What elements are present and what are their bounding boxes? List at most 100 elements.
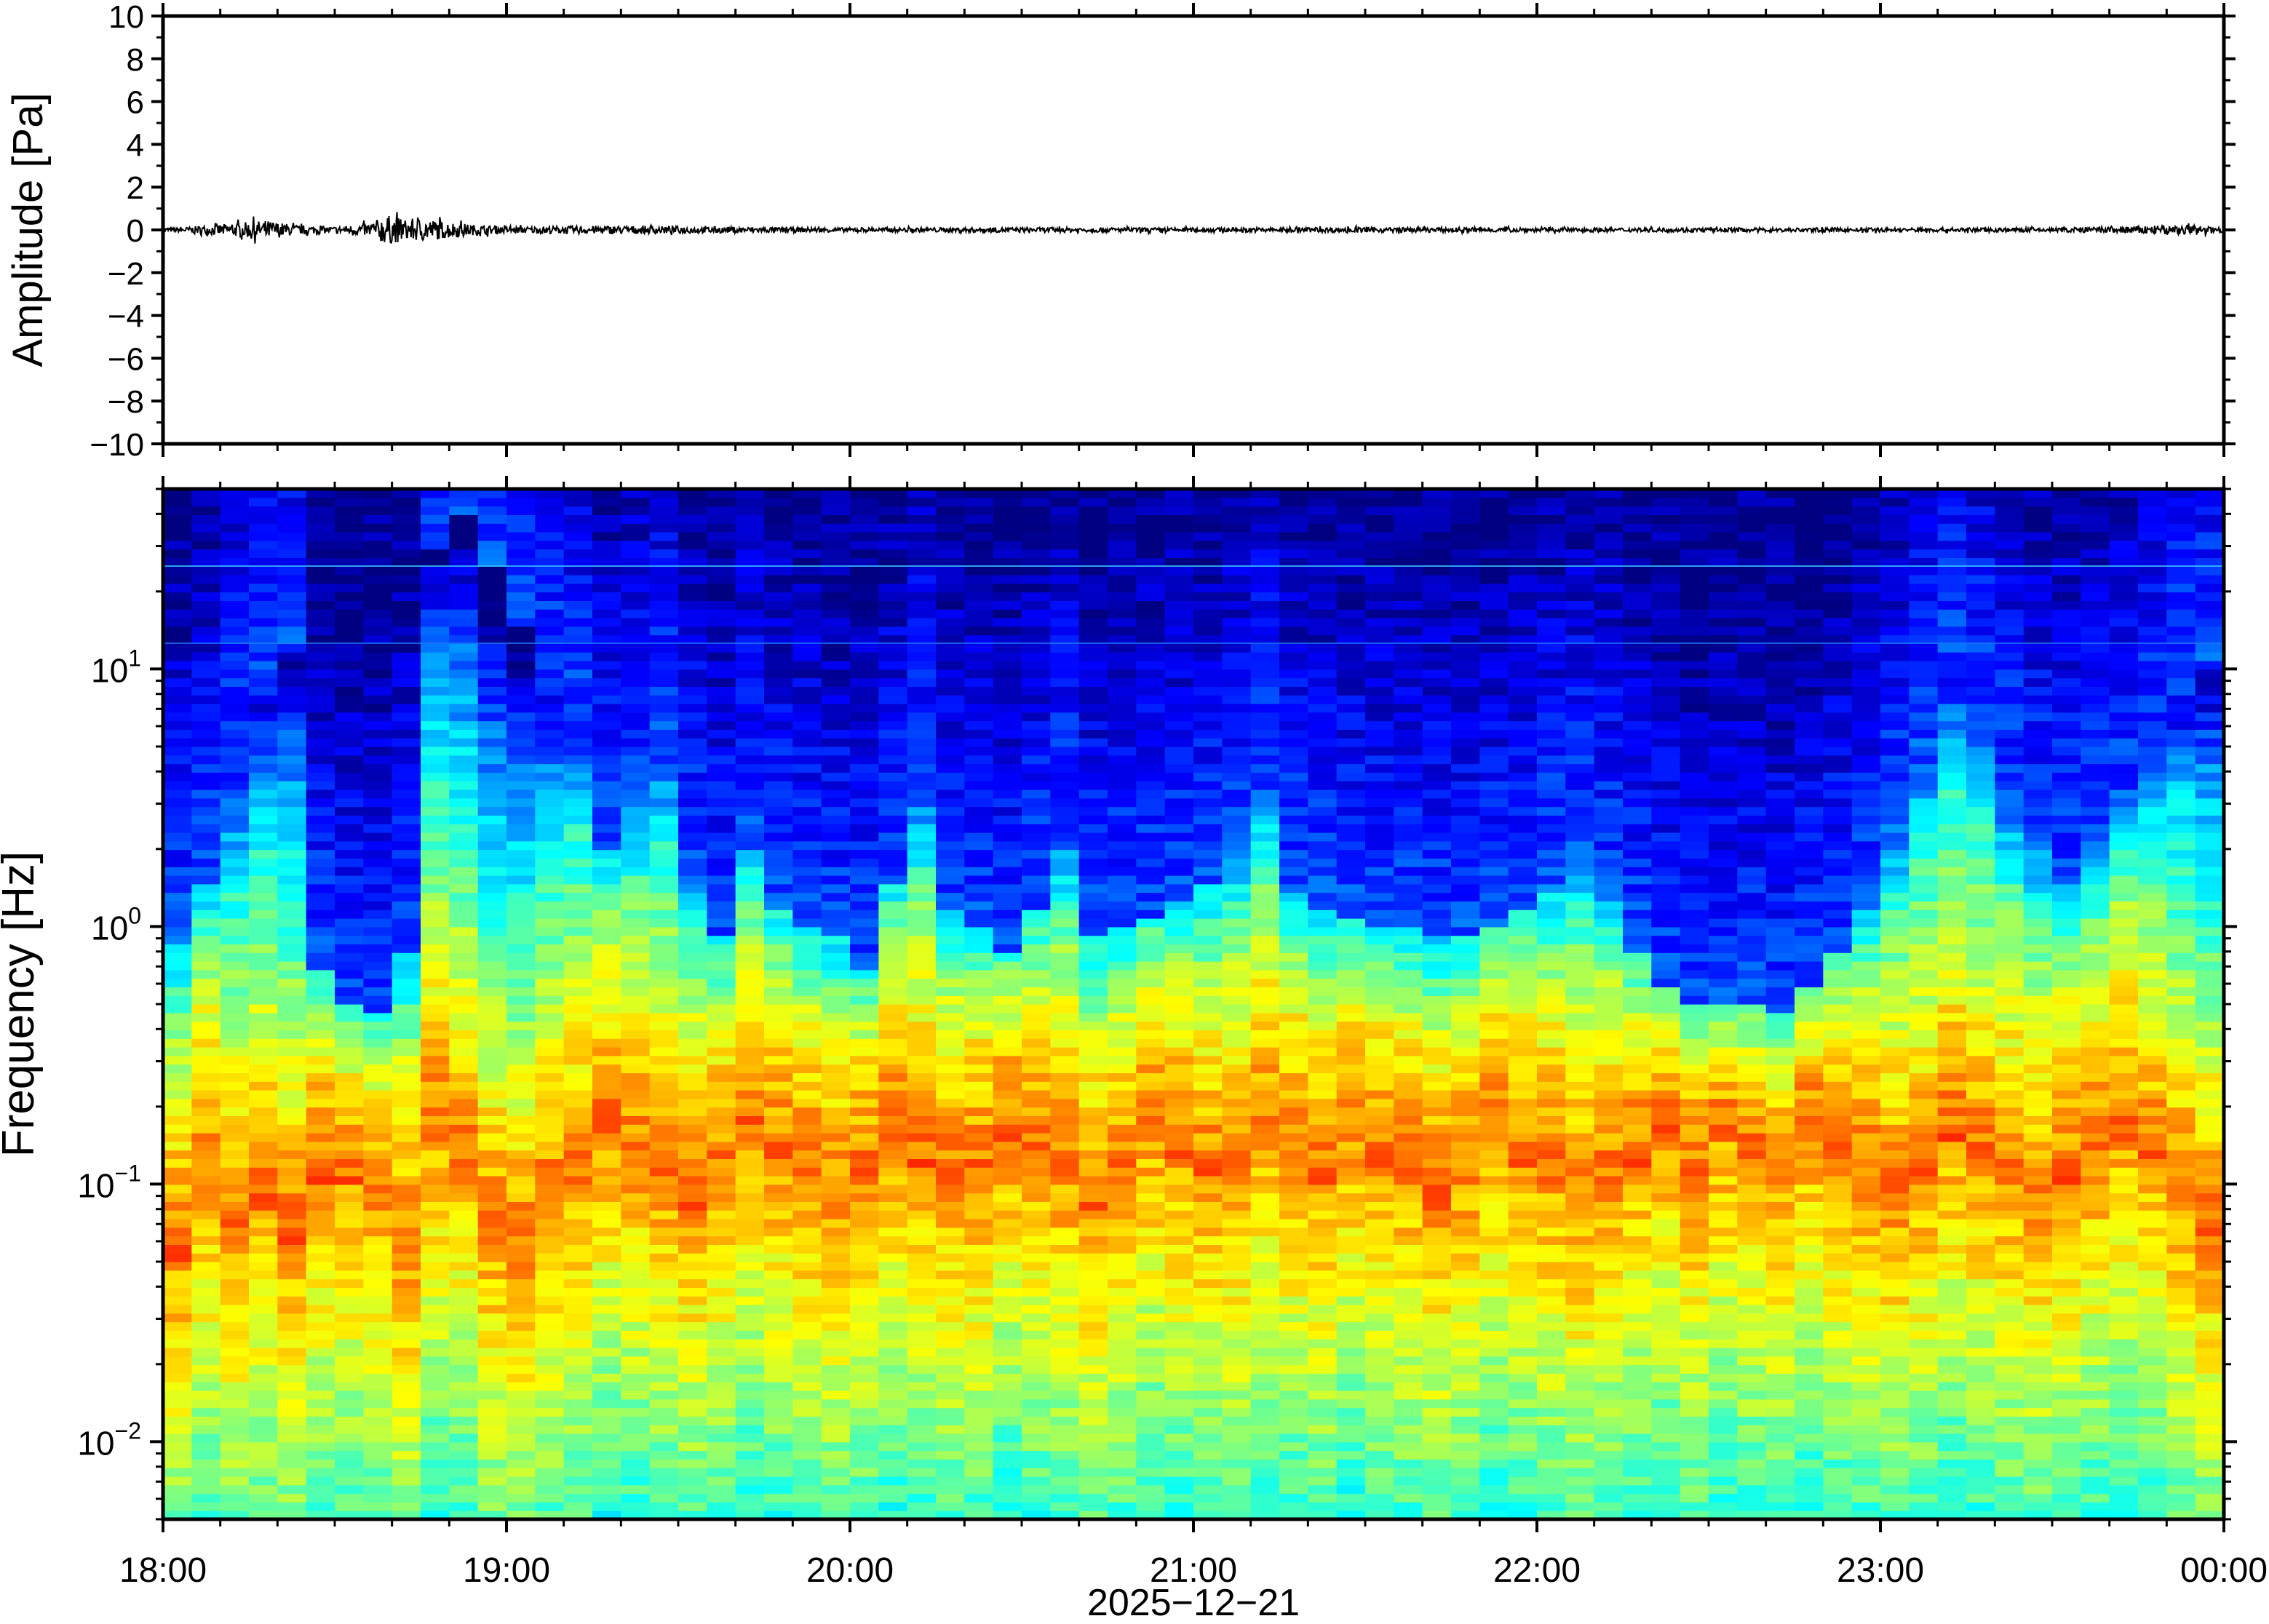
spectrogram-cell <box>220 1004 250 1014</box>
spectrogram-cell <box>878 1321 908 1331</box>
spectrogram-cell <box>592 540 621 550</box>
spectrogram-cell <box>1108 1356 1137 1366</box>
spectrogram-cell <box>1222 1064 1252 1073</box>
spectrogram-cell <box>363 747 393 756</box>
spectrogram-cell <box>764 935 793 944</box>
spectrogram-cell <box>907 1098 937 1108</box>
spectrogram-cell <box>821 1133 851 1142</box>
spectrogram-cell <box>1136 1278 1166 1288</box>
spectrogram-cell <box>592 1253 621 1262</box>
spectrogram-cell <box>878 978 908 987</box>
spectrogram-cell <box>678 1262 707 1271</box>
spectrogram-cell <box>1193 1150 1223 1159</box>
spectrogram-cell <box>392 1210 421 1219</box>
spectrogram-cell <box>850 987 879 996</box>
spectrogram-cell <box>249 1133 278 1142</box>
spectrogram-cell <box>163 514 192 524</box>
spectrogram-cell <box>850 1201 879 1211</box>
spectrogram-cell <box>678 815 707 824</box>
spectrogram-cell <box>1136 634 1166 644</box>
spectrogram-cell <box>163 634 192 644</box>
spectrogram-cell <box>191 1004 221 1014</box>
spectrogram-cell <box>707 1064 736 1073</box>
spectrogram-cell <box>1222 1305 1252 1314</box>
spectrogram-cell <box>936 1038 965 1048</box>
spectrogram-cell <box>907 1030 937 1039</box>
spectrogram-cell <box>621 755 651 765</box>
spectrogram-cell <box>1222 1356 1252 1366</box>
spectrogram-cell <box>506 540 536 550</box>
spectrogram-cell <box>363 1390 393 1400</box>
spectrogram-cell <box>421 926 450 936</box>
spectrogram-cell <box>563 1210 593 1219</box>
spectrogram-cell <box>563 1305 593 1314</box>
spectrogram-cell <box>1279 763 1308 773</box>
spectrogram-cell <box>649 695 679 704</box>
spectrogram-cell <box>964 1425 994 1434</box>
spectrogram-cell <box>1193 987 1223 996</box>
spectrogram-cell <box>735 677 765 687</box>
spectrogram-cell <box>363 1115 393 1125</box>
spectrogram-cell <box>220 1493 250 1502</box>
spectrogram-cell <box>1078 1278 1108 1288</box>
spectrogram-cell <box>878 1090 908 1099</box>
spectrogram-cell <box>936 626 965 636</box>
spectrogram-cell <box>735 1047 765 1056</box>
spectrogram-cell <box>1193 1330 1223 1340</box>
spectrogram-cell <box>850 1502 879 1511</box>
spectrogram-cell <box>220 892 250 901</box>
spectrogram-cell <box>449 729 479 739</box>
spectrogram-cell <box>850 643 879 653</box>
spectrogram-cell <box>506 618 536 627</box>
spectrogram-cell <box>563 978 593 987</box>
spectrogram-cell <box>678 1313 707 1323</box>
spectrogram-cell <box>592 1330 621 1340</box>
spectrogram-cell <box>477 781 507 790</box>
spectrogram-cell <box>678 557 707 567</box>
spectrogram-cell <box>878 961 908 971</box>
spectrogram-cell <box>764 1270 793 1280</box>
spectrogram-cell <box>392 1493 421 1502</box>
spectrogram-cell <box>850 1398 879 1409</box>
spectrogram-cell <box>449 952 479 962</box>
spectrogram-cell <box>993 840 1022 851</box>
spectrogram-cell <box>764 1004 793 1014</box>
spectrogram-cell <box>563 918 593 928</box>
spectrogram-cell <box>1279 1398 1308 1409</box>
spectrogram-cell <box>1164 1270 1194 1280</box>
spectrogram-cell <box>1279 1107 1308 1116</box>
spectrogram-cell <box>335 1364 364 1374</box>
spectrogram-cell <box>850 609 879 618</box>
spectrogram-cell <box>191 1098 221 1108</box>
spectrogram-cell <box>277 1270 307 1280</box>
spectrogram-cell <box>678 1390 707 1400</box>
spectrogram-cell <box>249 797 278 808</box>
spectrogram-cell <box>1108 1021 1137 1030</box>
spectrogram-cell <box>821 1030 851 1039</box>
spectrogram-cell <box>821 720 851 730</box>
spectrogram-cell <box>392 1348 421 1357</box>
spectrogram-cell <box>1279 1305 1308 1314</box>
spectrogram-cell <box>421 935 450 944</box>
spectrogram-cell <box>792 1167 822 1177</box>
spectrogram-cell <box>1250 875 1280 885</box>
spectrogram-cell <box>191 918 221 928</box>
spectrogram-cell <box>1078 901 1108 910</box>
spectrogram-cell <box>850 1330 879 1340</box>
spectrogram-cell <box>707 1158 736 1168</box>
spectrogram-cell <box>306 695 335 704</box>
spectrogram-cell <box>649 1321 679 1331</box>
spectrogram-cell <box>191 1270 221 1280</box>
spectrogram-cell <box>592 1407 621 1417</box>
spectrogram-cell <box>735 1398 765 1409</box>
spectrogram-cell <box>1164 566 1194 576</box>
spectrogram-cell <box>993 1450 1022 1460</box>
spectrogram-cell <box>563 1356 593 1366</box>
spectrogram-cell <box>163 1012 192 1022</box>
spectrogram-cell <box>392 1373 421 1382</box>
spectrogram-cell <box>1050 704 1080 713</box>
spectrogram-cell <box>392 1150 421 1159</box>
spectrogram-cell <box>592 704 621 713</box>
spectrogram-cell <box>1279 926 1308 936</box>
spectrogram-cell <box>449 532 479 541</box>
